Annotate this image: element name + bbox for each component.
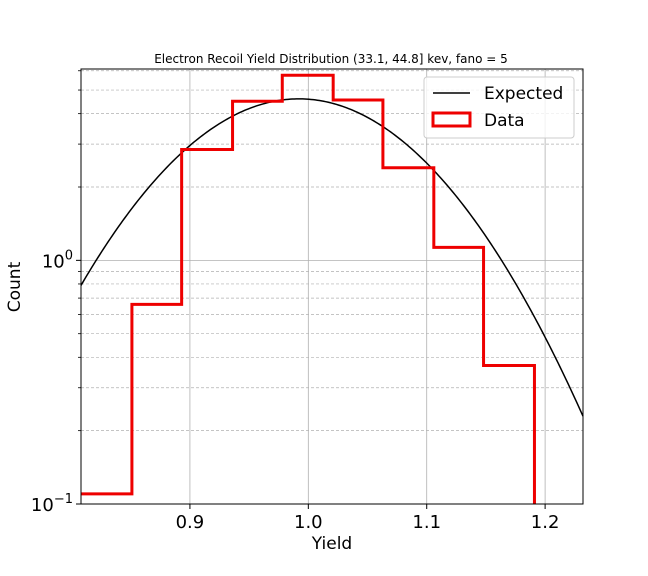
y-tick-label: 100: [42, 248, 73, 272]
chart-title: Electron Recoil Yield Distribution (33.1…: [154, 52, 508, 66]
y-axis-label: Count: [5, 261, 25, 312]
data-histogram: [81, 73, 536, 504]
x-tick-label: 1.1: [412, 512, 441, 533]
legend-data-swatch: [431, 111, 472, 128]
x-axis-label: Yield: [311, 534, 352, 554]
legend-expected-label: Expected: [484, 84, 563, 104]
legend-data-label: Data: [484, 111, 525, 131]
y-tick-label: 10−1: [31, 492, 73, 516]
x-tick-label: 1.0: [294, 512, 323, 533]
x-tick-label: 1.2: [531, 512, 560, 533]
plot-area: [80, 73, 584, 504]
legend: Expected Data: [423, 76, 575, 139]
plot-frame: [80, 68, 584, 505]
axis-ticks: 0.9 1.0 1.1 1.2 10−1 100: [31, 70, 560, 533]
expected-curve: [80, 98, 584, 417]
x-tick-label: 0.9: [176, 512, 205, 533]
